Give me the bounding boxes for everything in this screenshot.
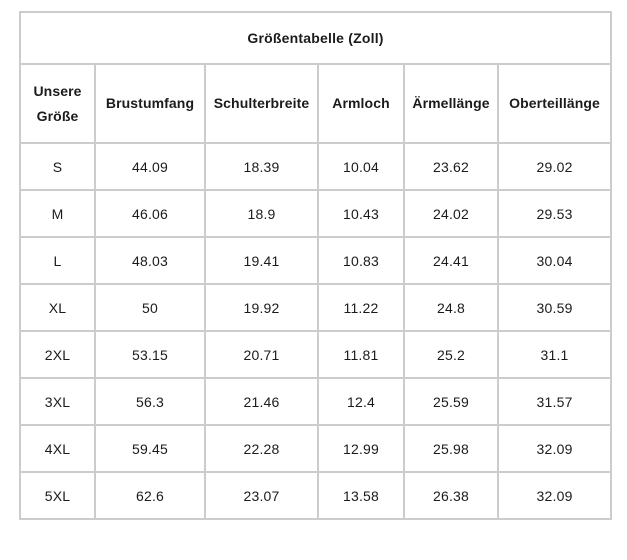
value-cell: 26.38: [403, 471, 499, 520]
value-cell: 22.28: [204, 424, 319, 473]
value-cell: 11.81: [317, 330, 405, 379]
value-cell: 24.41: [403, 236, 499, 285]
value-cell: 21.46: [204, 377, 319, 426]
value-cell: 12.4: [317, 377, 405, 426]
value-cell: 20.71: [204, 330, 319, 379]
value-cell: 24.8: [403, 283, 499, 332]
table-title-row: Größentabelle (Zoll): [18, 11, 613, 65]
value-cell: 25.98: [403, 424, 499, 473]
column-header-armloch: Armloch: [317, 63, 405, 144]
value-cell: 48.03: [94, 236, 206, 285]
column-header-oberteillaenge: Oberteillänge: [496, 63, 613, 144]
size-cell: 5XL: [19, 471, 96, 520]
column-header-unsere-groesse: Unsere Größe: [19, 63, 96, 144]
value-cell: 11.22: [317, 283, 405, 332]
size-cell: XL: [19, 283, 96, 332]
value-cell: 59.45: [94, 424, 206, 473]
value-cell: 10.83: [317, 236, 405, 285]
value-cell: 10.04: [317, 142, 405, 191]
value-cell: 19.92: [204, 283, 319, 332]
table-row-s: S 44.09 18.39 10.04 23.62 29.02: [19, 142, 613, 191]
value-cell: 29.02: [496, 142, 613, 191]
table-row-m: M 46.06 18.9 10.43 24.02 29.53: [19, 189, 613, 238]
size-cell: 3XL: [19, 377, 96, 426]
value-cell: 13.58: [317, 471, 405, 520]
value-cell: 23.62: [403, 142, 499, 191]
table-row-xl: XL 50 19.92 11.22 24.8 30.59: [19, 283, 613, 332]
value-cell: 31.57: [496, 377, 613, 426]
value-cell: 46.06: [94, 189, 206, 238]
value-cell: 12.99: [317, 424, 405, 473]
size-cell: 4XL: [19, 424, 96, 473]
value-cell: 62.6: [94, 471, 206, 520]
value-cell: 30.59: [496, 283, 613, 332]
value-cell: 30.04: [496, 236, 613, 285]
table-row-2xl: 2XL 53.15 20.71 11.81 25.2 31.1: [19, 330, 613, 379]
column-header-aermellaenge: Ärmellänge: [403, 63, 499, 144]
value-cell: 23.07: [204, 471, 319, 520]
size-table: Größentabelle (Zoll) Unsere Größe Brustu…: [18, 11, 613, 520]
table-title: Größentabelle (Zoll): [18, 11, 613, 65]
value-cell: 10.43: [317, 189, 405, 238]
table-row-4xl: 4XL 59.45 22.28 12.99 25.98 32.09: [19, 424, 613, 473]
value-cell: 31.1: [496, 330, 613, 379]
column-header-schulterbreite: Schulterbreite: [204, 63, 319, 144]
table-header-row: Unsere Größe Brustumfang Schulterbreite …: [19, 63, 613, 144]
value-cell: 19.41: [204, 236, 319, 285]
value-cell: 50: [94, 283, 206, 332]
value-cell: 24.02: [403, 189, 499, 238]
table-row-l: L 48.03 19.41 10.83 24.41 30.04: [19, 236, 613, 285]
size-cell: S: [19, 142, 96, 191]
value-cell: 25.59: [403, 377, 499, 426]
value-cell: 25.2: [403, 330, 499, 379]
size-cell: M: [19, 189, 96, 238]
value-cell: 29.53: [496, 189, 613, 238]
value-cell: 44.09: [94, 142, 206, 191]
table-row-5xl: 5XL 62.6 23.07 13.58 26.38 32.09: [19, 471, 613, 520]
value-cell: 53.15: [94, 330, 206, 379]
column-header-brustumfang: Brustumfang: [94, 63, 206, 144]
value-cell: 32.09: [496, 424, 613, 473]
table-row-3xl: 3XL 56.3 21.46 12.4 25.59 31.57: [19, 377, 613, 426]
value-cell: 18.9: [204, 189, 319, 238]
size-cell: 2XL: [19, 330, 96, 379]
value-cell: 32.09: [496, 471, 613, 520]
value-cell: 18.39: [204, 142, 319, 191]
value-cell: 56.3: [94, 377, 206, 426]
size-cell: L: [19, 236, 96, 285]
